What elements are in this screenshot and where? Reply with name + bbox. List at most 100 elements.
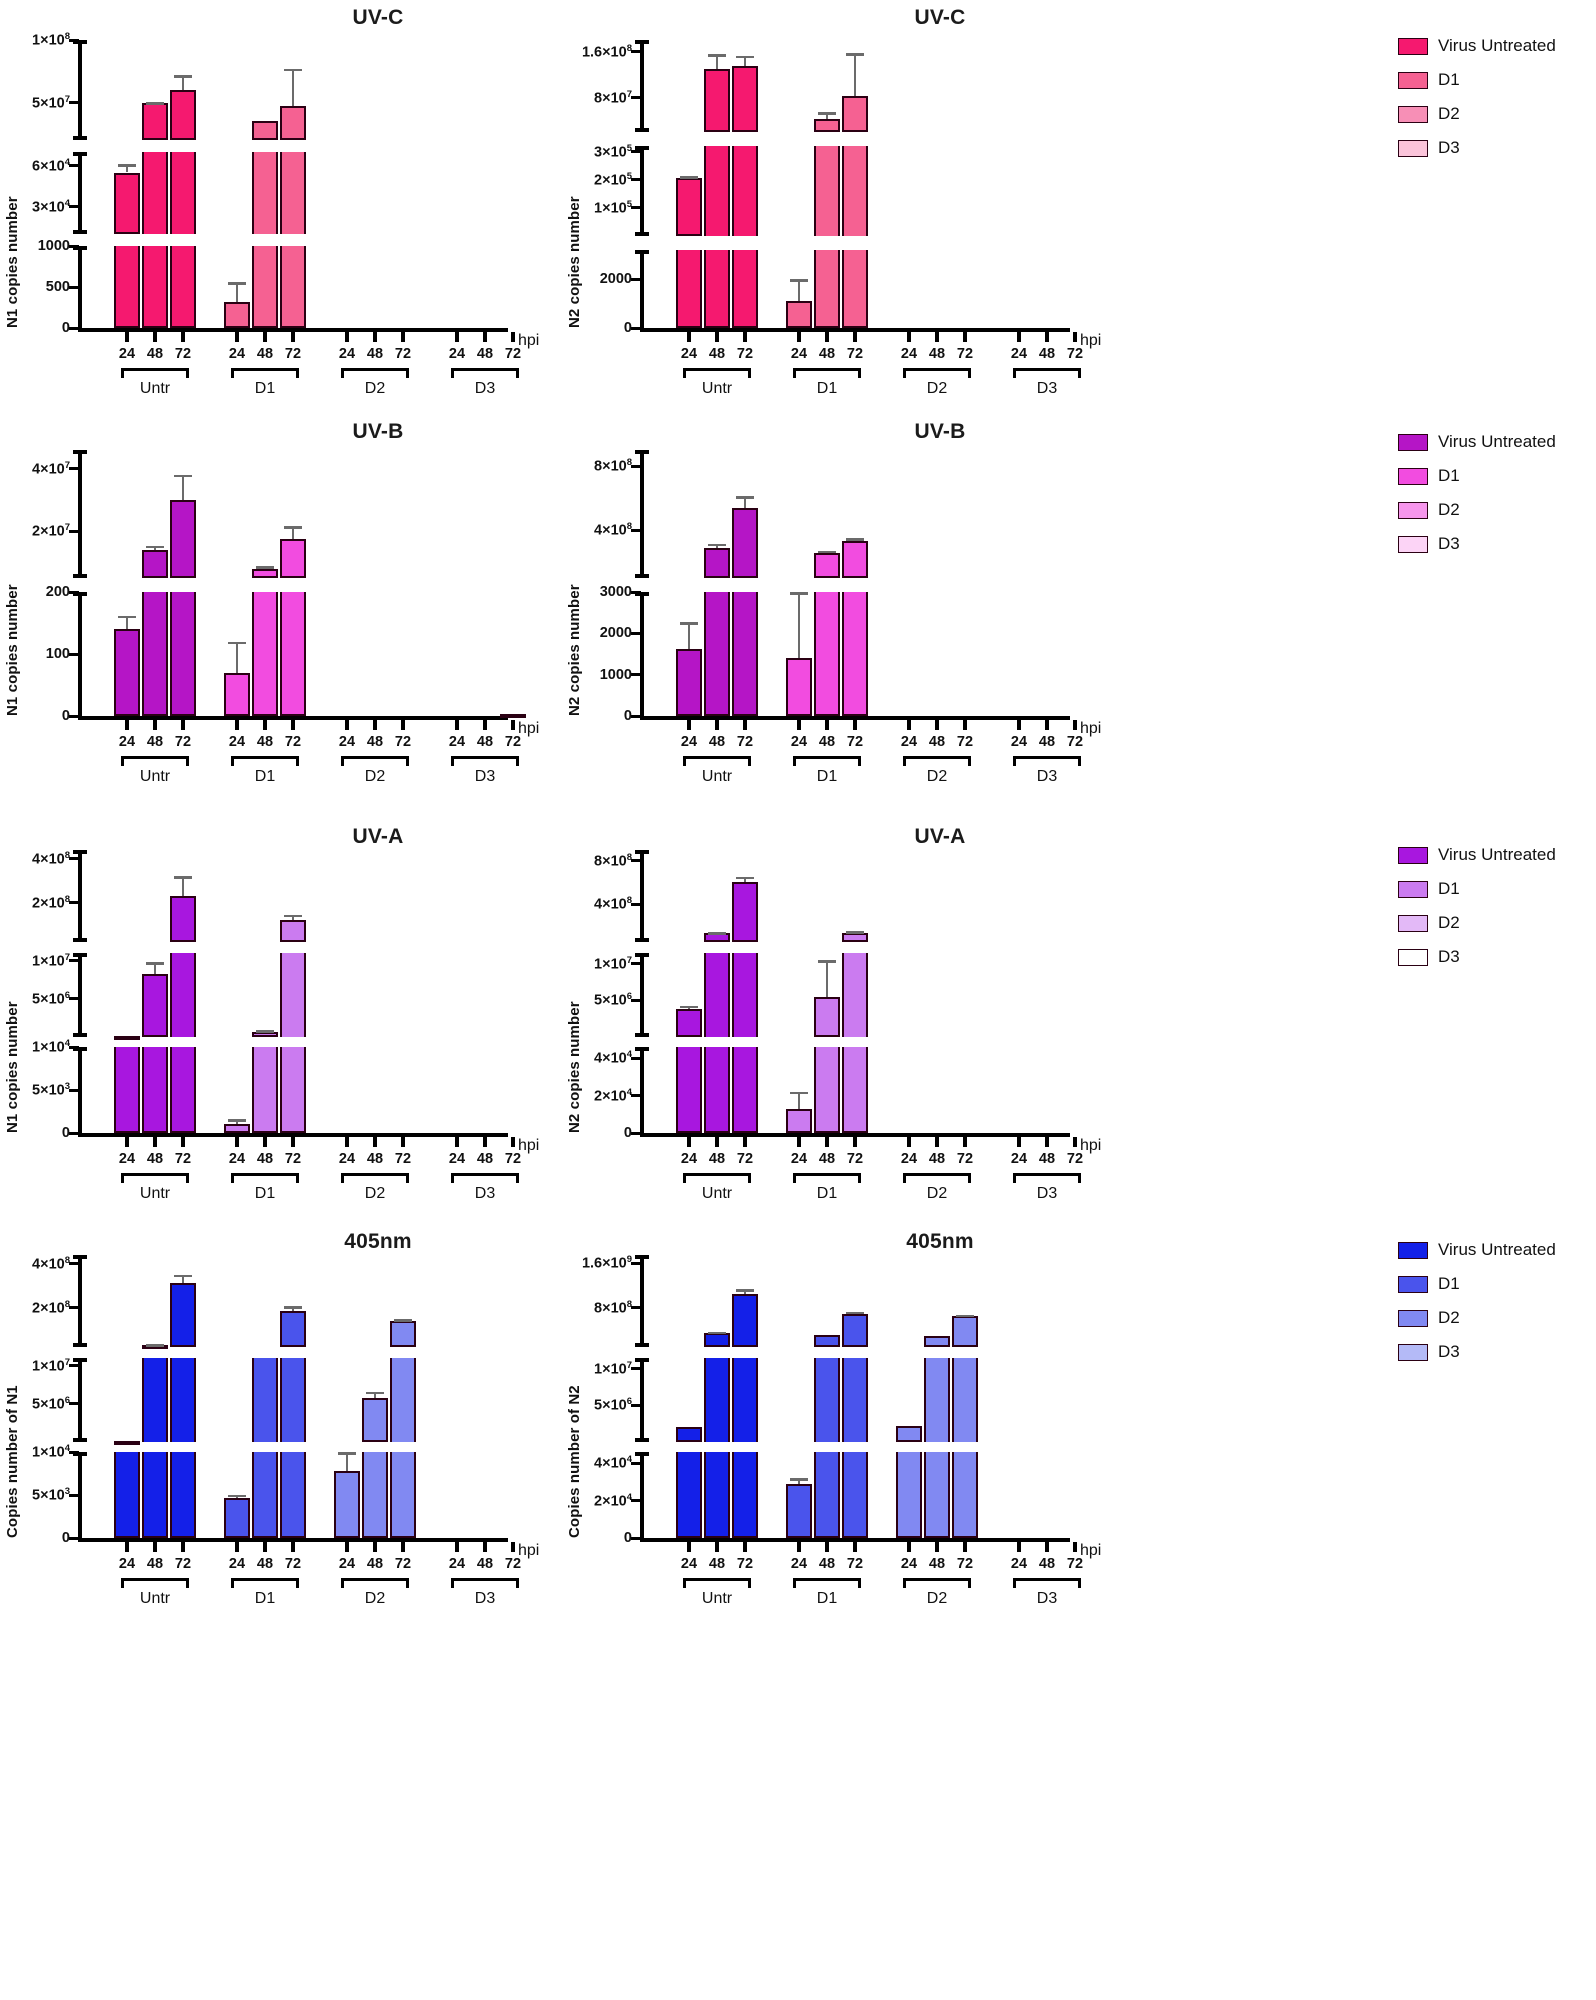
x-axis-tick-label: 72 <box>1066 1556 1084 1572</box>
error-bar-cap <box>680 176 698 179</box>
error-bar-cap <box>146 1344 164 1347</box>
bar <box>280 152 306 234</box>
x-axis-tick <box>935 1542 939 1552</box>
x-axis-tick <box>825 1137 829 1147</box>
y-axis-segment-mid: 5×106 1×107 <box>32 952 87 1037</box>
x-axis-tick-label: 72 <box>174 1151 192 1167</box>
y-axis-tick-label: 2×104 <box>594 1491 632 1510</box>
axis-break-cap-top <box>73 592 87 596</box>
legend-item[interactable]: D3 <box>1398 138 1460 158</box>
x-axis-tick-label: 24 <box>228 1556 246 1572</box>
x-axis-tick <box>401 1542 405 1552</box>
y-axis-spine <box>640 40 644 132</box>
bar <box>362 1398 388 1442</box>
y-axis-title: N2 copies number <box>566 1001 583 1133</box>
x-axis-tick-label: 48 <box>146 1151 164 1167</box>
bar <box>676 649 702 716</box>
legend-item[interactable]: Virus Untreated <box>1398 36 1556 56</box>
x-axis-tick-label: 72 <box>394 1556 412 1572</box>
legend-item[interactable]: D1 <box>1398 466 1460 486</box>
bar <box>814 146 840 236</box>
legend-label: Virus Untreated <box>1438 845 1556 864</box>
x-axis-tick-label: 48 <box>708 346 726 362</box>
y-axis-tick-label: 2×105 <box>594 170 632 189</box>
legend-item[interactable]: D1 <box>1398 879 1460 899</box>
legend-item[interactable]: D1 <box>1398 1274 1460 1294</box>
legend-item[interactable]: D2 <box>1398 1308 1460 1328</box>
x-axis-tick-label: 72 <box>284 1151 302 1167</box>
legend-item[interactable]: Virus Untreated <box>1398 432 1556 452</box>
error-bar <box>291 68 295 107</box>
axis-break-cap-bottom <box>635 128 649 132</box>
error-bar <box>797 1091 801 1109</box>
bar <box>842 541 868 578</box>
x-axis-tick-label: 48 <box>818 1556 836 1572</box>
y-axis-tick-label: 1×107 <box>32 951 70 970</box>
x-axis-tick <box>345 332 349 342</box>
y-axis-segment-high: 8×108 1.6×109 <box>582 1255 649 1347</box>
error-bar <box>853 53 857 97</box>
bar <box>170 152 196 234</box>
legend-swatch <box>1398 846 1428 864</box>
y-axis-spine <box>640 450 644 578</box>
group-bracket <box>451 1173 519 1183</box>
x-axis-tick-label: 72 <box>736 734 754 750</box>
x-axis-tick <box>1017 1137 1021 1147</box>
x-axis-tick-label: 72 <box>846 1556 864 1572</box>
x-axis-tick-label: 24 <box>900 346 918 362</box>
legend-item[interactable]: D2 <box>1398 500 1460 520</box>
error-bar-cap <box>680 1005 698 1009</box>
y-axis-spine <box>78 1452 82 1538</box>
x-axis-tick <box>715 1542 719 1552</box>
group-label-d2: D2 <box>926 1185 948 1202</box>
legend-item[interactable]: Virus Untreated <box>1398 845 1556 865</box>
chart-title: UV-A <box>352 825 404 848</box>
error-bar-cap <box>338 1452 356 1455</box>
y-axis-spine <box>78 40 82 140</box>
legend-item[interactable]: D3 <box>1398 1342 1460 1362</box>
x-axis-tick-label: 48 <box>818 346 836 362</box>
y-axis-tick-label: 8×108 <box>594 1298 632 1317</box>
bar <box>362 1452 388 1538</box>
axis-break-cap-top <box>635 1358 649 1362</box>
error-bar <box>153 962 157 975</box>
y-axis-tick <box>69 1536 79 1540</box>
bar <box>896 1425 922 1442</box>
x-axis <box>640 1133 1070 1137</box>
bar <box>224 672 250 716</box>
y-axis-tick <box>69 652 79 656</box>
x-axis-tick-label: 48 <box>928 1151 946 1167</box>
x-axis-tick <box>153 332 157 342</box>
axis-break-cap-top <box>635 1047 649 1051</box>
x-axis-unit-label: hpi <box>518 720 540 737</box>
x-axis-tick-label: 72 <box>736 1151 754 1167</box>
bar <box>334 1470 360 1538</box>
y-axis-tick <box>631 206 641 210</box>
x-axis-tick-label: 48 <box>146 346 164 362</box>
y-axis-title: N1 copies number <box>4 1001 21 1133</box>
y-axis-segment-high: 2×108 4×108 <box>32 850 87 942</box>
bar <box>814 553 840 578</box>
group-label-untr: Untr <box>701 1185 733 1202</box>
x-axis-tick <box>907 720 911 730</box>
error-bar-cap <box>708 1331 726 1335</box>
legend-item[interactable]: D1 <box>1398 70 1460 90</box>
bar <box>280 1047 306 1133</box>
x-axis-tick-label: 24 <box>118 346 136 362</box>
group-label-d3: D3 <box>474 768 496 785</box>
x-axis-tick <box>853 1542 857 1552</box>
y-axis-spine <box>78 592 82 716</box>
legend-item[interactable]: D2 <box>1398 104 1460 124</box>
axis-break-cap-bottom <box>73 1343 87 1347</box>
group-label-d1: D1 <box>816 768 838 785</box>
legend-item[interactable]: D3 <box>1398 534 1460 554</box>
y-axis-tick <box>631 528 641 532</box>
x-axis-tick <box>907 1542 911 1552</box>
legend-item[interactable]: D3 <box>1398 947 1460 967</box>
legend-item[interactable]: D2 <box>1398 913 1460 933</box>
legend-item[interactable]: Virus Untreated <box>1398 1240 1556 1260</box>
x-axis-tick <box>715 720 719 730</box>
bar <box>170 1283 196 1347</box>
bar <box>114 246 140 328</box>
y-axis-tick-label: 5×106 <box>32 1394 70 1413</box>
